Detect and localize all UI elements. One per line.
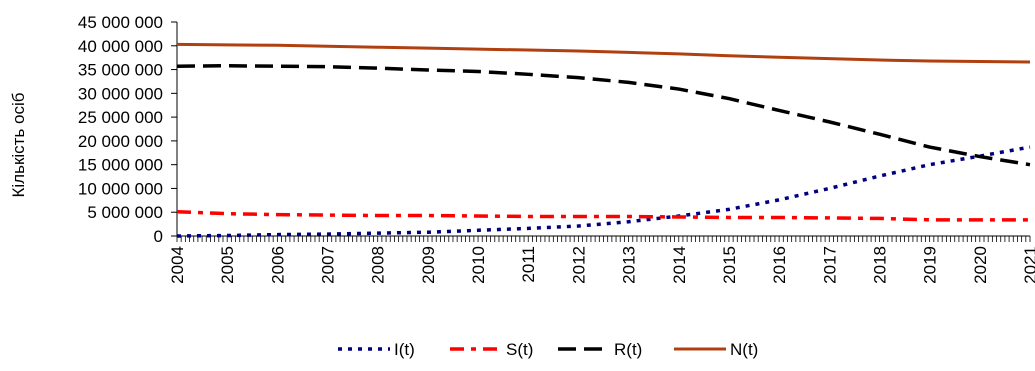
y-tick-label: 15 000 000 (78, 156, 163, 175)
series-line-nt (176, 42, 1031, 64)
x-tick-label: 2021 (1021, 246, 1035, 284)
legend-label: N(t) (730, 340, 758, 359)
x-tick-label: 2009 (419, 246, 438, 284)
x-tick-label: 2014 (670, 246, 689, 284)
x-tick-label: 2018 (870, 246, 889, 284)
legend: I(t) S(t) R(t) N(t) (338, 340, 758, 359)
x-tick-label: 2006 (268, 246, 287, 284)
x-tick-label: 2016 (770, 246, 789, 284)
x-tick-label: 2005 (218, 246, 237, 284)
legend-label: S(t) (506, 340, 533, 359)
x-tick-label: 2010 (469, 246, 488, 284)
y-tick-label: 10 000 000 (78, 179, 163, 198)
x-tick-label: 2008 (369, 246, 388, 284)
y-tick-label: 35 000 000 (78, 61, 163, 80)
y-tick-label: 45 000 000 (78, 13, 163, 32)
series-line-st (176, 209, 1030, 222)
y-tick-label: 0 (154, 227, 163, 246)
y-axis-title: Кількість осіб (9, 92, 28, 197)
y-tick-label: 30 000 000 (78, 84, 163, 103)
legend-label: I(t) (394, 340, 415, 359)
legend-label: R(t) (614, 340, 642, 359)
y-tick-label: 5 000 000 (87, 203, 163, 222)
x-tick-label: 2020 (971, 246, 990, 284)
x-tick-label: 2007 (319, 246, 338, 284)
y-tick-label: 40 000 000 (78, 37, 163, 56)
y-tick-label: 25 000 000 (78, 108, 163, 127)
x-tick-label: 2013 (620, 246, 639, 284)
x-tick-label: 2017 (820, 246, 839, 284)
y-axis: 0 5 000 000 10 000 000 15 000 000 20 000 000… (78, 13, 178, 246)
x-axis: 2004 2005 2006 2007 2008 2009 2010 2011 2012 2013… (168, 235, 1035, 284)
series-layer (176, 42, 1031, 238)
x-tick-label: 2011 (519, 246, 538, 283)
series-line-rt (176, 64, 1031, 167)
series-line-it (176, 145, 1031, 238)
x-tick-label: 2019 (921, 246, 940, 284)
x-tick-label: 2015 (720, 246, 739, 284)
y-tick-label: 20 000 000 (78, 132, 163, 151)
x-tick-label: 2004 (168, 246, 187, 284)
x-tick-label: 2012 (569, 246, 588, 284)
